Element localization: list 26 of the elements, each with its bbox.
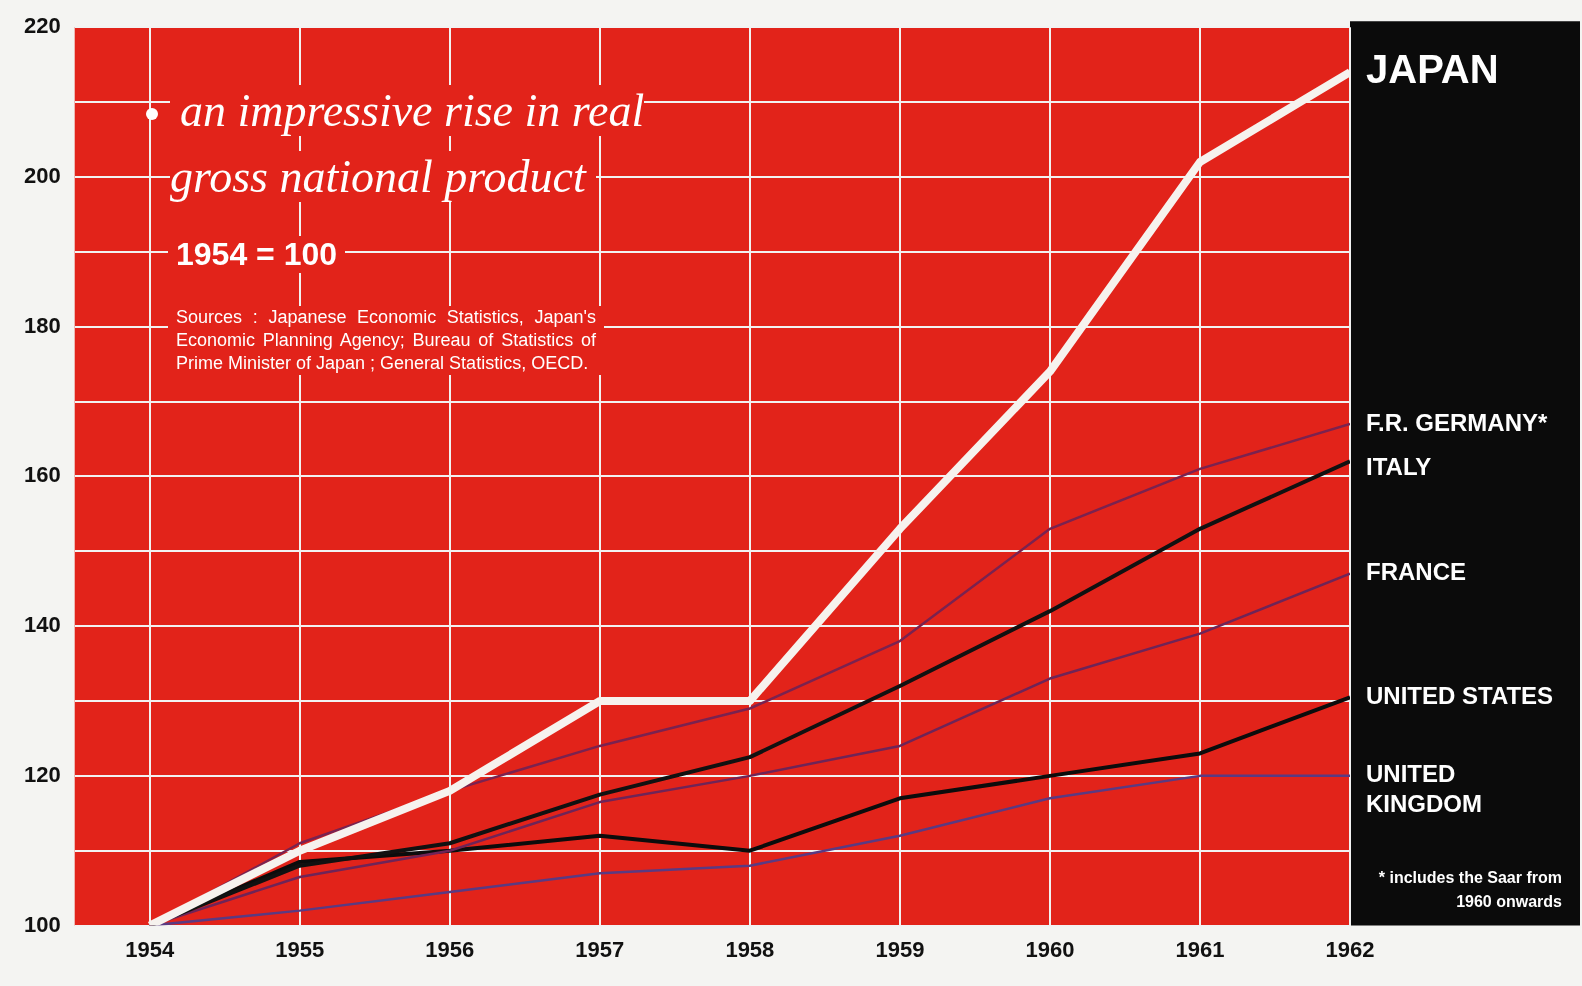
x-tick-label: 1962: [1325, 936, 1375, 962]
x-tick-label: 1954: [125, 936, 175, 962]
x-tick-label: 1959: [875, 936, 925, 962]
series-label: UNITED KINGDOM: [1366, 760, 1482, 818]
series-label: ITALY: [1366, 452, 1432, 480]
annotation: 1954 = 100: [168, 236, 346, 273]
series-label: FRANCE: [1366, 558, 1466, 586]
x-tick-label: 1957: [575, 936, 625, 962]
x-tick-label: 1958: [725, 936, 775, 962]
series-label: UNITED STATES: [1366, 681, 1554, 709]
y-tick-label: 220: [23, 13, 61, 39]
x-tick-label: 1960: [1025, 936, 1075, 962]
text: an impressive rise in real gross national product: [170, 85, 645, 202]
text: * includes the Saar from 1960 onwards: [1372, 866, 1562, 914]
x-tick-label: 1956: [425, 936, 475, 962]
series-label: JAPAN: [1366, 47, 1499, 92]
annotation: Sources : Japanese Economic Statistics, Japan's Economic Planning Agency; Bureau of Statistics of Prime Minister of Japan ; General Statistics, OECD.: [168, 306, 604, 375]
y-tick-label: 180: [23, 312, 61, 338]
x-tick-label: 1961: [1175, 936, 1225, 962]
x-tick-label: 1955: [275, 936, 325, 962]
y-tick-label: 120: [23, 761, 61, 787]
series-label: F.R. GERMANY*: [1366, 408, 1549, 436]
y-tick-label: 160: [23, 462, 61, 488]
y-tick-label: 140: [23, 612, 61, 638]
y-tick-label: 100: [23, 911, 61, 937]
y-tick-label: 200: [23, 163, 61, 188]
